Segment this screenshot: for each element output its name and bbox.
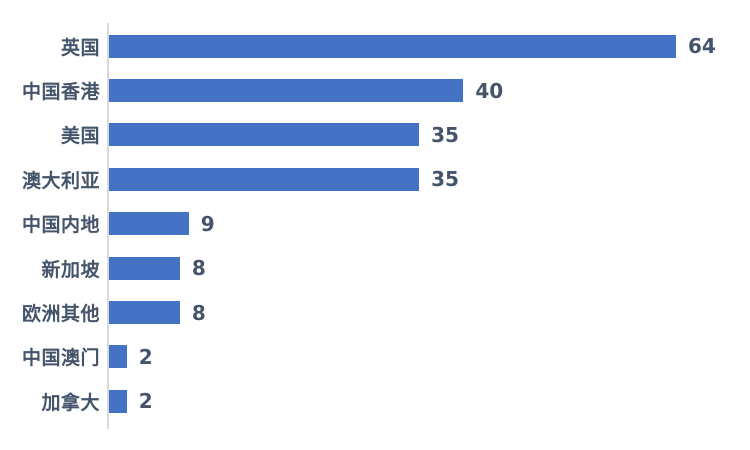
value-label: 2	[138, 344, 153, 369]
value-label: 35	[431, 122, 459, 147]
bar-row: 澳大利亚 35	[0, 157, 750, 201]
y-axis-line	[107, 23, 109, 429]
value-label: 2	[138, 389, 153, 414]
value-label: 9	[200, 211, 215, 236]
bar	[109, 389, 127, 413]
category-label: 新加坡	[41, 258, 100, 281]
bar	[109, 123, 420, 147]
value-label: 8	[191, 256, 206, 281]
category-label: 美国	[60, 125, 100, 148]
bar	[109, 256, 180, 280]
category-label: 中国澳门	[21, 347, 100, 370]
value-label: 64	[688, 34, 716, 59]
bar-row: 欧洲其他 8	[0, 290, 750, 334]
bar-rows: 英国 64 中国香港 40 美国 35 澳大利亚 35 中国内地 9 新加坡 8…	[0, 24, 750, 424]
category-label: 欧洲其他	[21, 303, 100, 326]
bar-row: 中国内地 9	[0, 202, 750, 246]
category-label: 加拿大	[41, 391, 100, 414]
value-label: 35	[431, 167, 459, 192]
bar	[109, 212, 189, 236]
category-label: 澳大利亚	[21, 169, 100, 192]
bar-row: 中国香港 40	[0, 68, 750, 112]
bar-row: 英国 64	[0, 24, 750, 68]
bar	[109, 79, 464, 103]
value-label: 40	[475, 78, 504, 103]
category-label: 中国内地	[21, 214, 100, 237]
value-label: 8	[191, 300, 206, 325]
bar	[109, 301, 180, 325]
bar-row: 加拿大 2	[0, 379, 750, 423]
bar	[109, 34, 676, 58]
bar	[109, 167, 420, 191]
bar-row: 美国 35	[0, 113, 750, 157]
bar	[109, 345, 127, 369]
bar-row: 中国澳门 2	[0, 335, 750, 379]
category-label: 英国	[60, 36, 100, 59]
bar-row: 新加坡 8	[0, 246, 750, 290]
category-label: 中国香港	[21, 81, 100, 104]
